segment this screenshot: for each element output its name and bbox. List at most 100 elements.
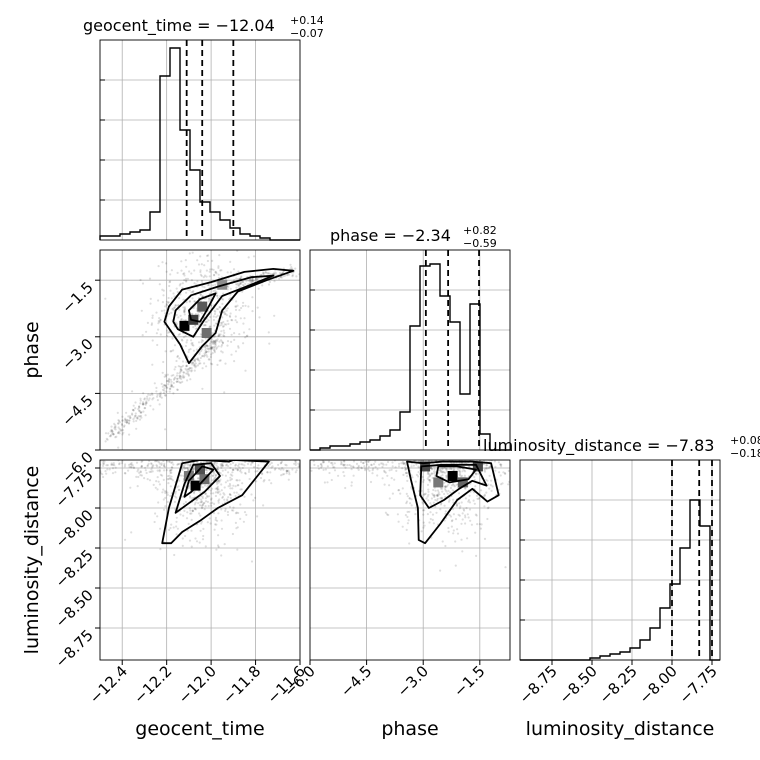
sample-point — [224, 509, 227, 512]
sample-point — [195, 348, 198, 351]
sample-point — [192, 418, 194, 420]
y-tick-label-luminosity_distance: −8.00 — [52, 506, 97, 551]
x-tick-label-luminosity_distance: −8.25 — [596, 662, 641, 707]
sample-point — [132, 420, 135, 423]
sample-point — [457, 513, 460, 516]
sample-point — [184, 534, 187, 538]
sample-point — [152, 483, 155, 486]
sample-point — [257, 464, 260, 467]
sample-point — [170, 475, 173, 478]
sample-point — [289, 263, 292, 266]
sample-point — [197, 314, 200, 317]
sample-point — [214, 494, 217, 498]
sample-point — [215, 480, 218, 483]
sample-point — [118, 421, 121, 424]
sample-point — [127, 415, 130, 418]
sample-point — [229, 315, 232, 318]
sample-point — [220, 345, 223, 348]
sample-point — [150, 468, 153, 471]
sample-point — [469, 519, 472, 522]
sample-point — [191, 312, 194, 315]
sample-point — [240, 488, 243, 491]
sample-point — [203, 324, 206, 327]
sample-point — [193, 359, 196, 362]
sample-point — [166, 379, 169, 382]
sample-point — [274, 467, 277, 470]
sample-point — [182, 480, 185, 483]
sample-point — [125, 421, 128, 424]
sample-point — [459, 505, 462, 508]
sample-point — [196, 364, 200, 367]
sample-point — [433, 494, 436, 497]
sample-point — [185, 301, 188, 304]
sample-point — [228, 482, 231, 486]
sample-point — [277, 463, 280, 466]
hist-frame-geocent_time — [99, 39, 301, 241]
sample-point — [199, 514, 202, 517]
sample-point — [225, 464, 228, 467]
sample-point — [175, 380, 178, 383]
sample-point — [350, 481, 353, 484]
sample-point — [475, 473, 478, 476]
sample-point — [406, 522, 409, 525]
sample-point — [142, 410, 145, 413]
sample-point — [231, 453, 233, 455]
sample-point — [427, 493, 430, 496]
sample-point — [342, 460, 345, 463]
sample-point — [217, 545, 220, 549]
sample-point — [185, 360, 188, 364]
sample-point — [166, 478, 169, 481]
sample-point — [236, 469, 239, 472]
sample-point — [129, 416, 132, 420]
sample-point — [440, 502, 443, 505]
sample-point — [294, 463, 297, 466]
sample-point — [408, 510, 411, 513]
sample-point — [182, 364, 185, 367]
sample-point — [205, 269, 208, 272]
sample-point — [229, 484, 232, 487]
sample-point — [190, 512, 193, 515]
sample-point — [483, 505, 486, 508]
sample-point — [217, 481, 220, 484]
density-cell-0 — [190, 480, 201, 491]
sample-point — [367, 468, 370, 471]
sample-point — [410, 498, 413, 501]
sample-point — [217, 479, 220, 482]
sample-point — [117, 426, 120, 429]
sample-point — [175, 322, 178, 325]
sample-point — [176, 290, 179, 294]
sample-point — [327, 460, 331, 463]
sample-point — [200, 263, 203, 266]
sample-point — [220, 489, 223, 492]
sample-point — [178, 297, 181, 300]
sample-point — [213, 528, 216, 531]
density-cell-2 — [472, 461, 483, 472]
sample-point — [156, 465, 159, 468]
density-cell-1 — [197, 301, 208, 312]
sample-point — [184, 259, 187, 262]
sample-point — [147, 393, 150, 396]
sample-point — [391, 492, 394, 495]
sample-point — [420, 424, 422, 426]
sample-point — [442, 471, 445, 474]
sample-point — [206, 284, 209, 287]
sample-point — [410, 453, 412, 455]
sample-point — [490, 489, 493, 492]
sample-point — [155, 386, 158, 389]
sample-point — [211, 341, 214, 344]
sample-point — [176, 377, 179, 380]
sample-point — [193, 490, 196, 493]
sample-point — [464, 462, 467, 465]
sample-point — [451, 508, 455, 511]
sample-point — [168, 331, 171, 334]
sample-point — [483, 470, 487, 473]
sample-point — [201, 285, 204, 288]
sample-point — [209, 346, 212, 349]
sample-point — [185, 341, 188, 344]
sample-point — [128, 465, 131, 469]
sample-point — [155, 480, 158, 483]
sample-point — [273, 271, 276, 274]
sample-point — [130, 462, 133, 465]
sample-point — [169, 485, 172, 488]
sample-point — [182, 298, 185, 301]
